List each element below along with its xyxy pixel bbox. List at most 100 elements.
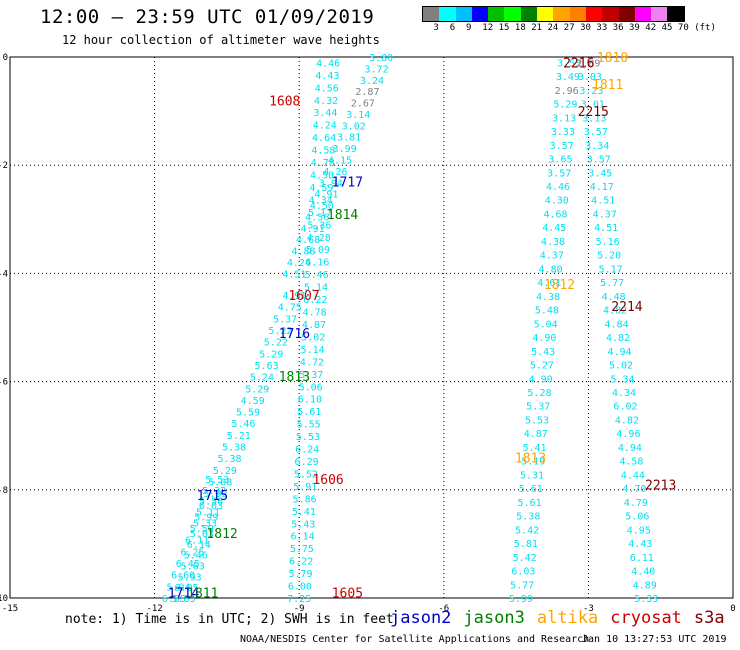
satellite-legend-jason3: jason3 <box>463 608 525 628</box>
wave-height-point: 6.25 <box>180 547 204 558</box>
y-tick-label: -4 <box>0 269 8 279</box>
wave-height-point: 3.57 <box>550 141 574 152</box>
y-tick-label: -2 <box>0 161 8 171</box>
color-scale-label: 15 <box>498 23 510 33</box>
wave-height-point: 6.11 <box>630 553 654 564</box>
wave-height-point: 3.49 <box>556 72 580 83</box>
wave-height-point: 3.23 <box>579 86 603 97</box>
wave-height-point: 6.11 <box>185 536 209 547</box>
wave-height-point: 5.32 <box>202 486 226 497</box>
wave-height-point: 4.56 <box>315 83 339 94</box>
track-time-label: 1715 <box>197 489 228 504</box>
wave-height-point: 4.17 <box>590 182 614 193</box>
footer-timestamp: Jan 10 13:27:53 UTC 2019 <box>582 634 727 645</box>
wave-height-point: 5.14 <box>304 283 328 294</box>
wave-height-point: 6.85 <box>162 594 186 605</box>
wave-height-point: 6.02 <box>613 402 637 413</box>
satellite-legend-altika: altika <box>536 608 599 628</box>
satellite-legend: jason2 jason3 altika cryosat s3a <box>390 608 737 628</box>
wave-height-point: 5.22 <box>264 338 288 349</box>
wave-height-point: 5.06 <box>625 512 649 523</box>
color-scale-label: 45 <box>661 23 673 33</box>
wave-height-point: 5.75 <box>290 544 314 555</box>
color-scale-label: 70 <box>677 23 689 33</box>
wave-height-point: 4.43 <box>315 71 339 82</box>
wave-height-point: 3.72 <box>365 64 389 75</box>
wave-height-point: 4.78 <box>303 308 327 319</box>
track-time-label: 2213 <box>645 478 676 493</box>
wave-height-point: 4.82 <box>615 415 639 426</box>
page-subtitle: 12 hour collection of altimeter wave hei… <box>62 33 380 47</box>
wave-height-point: 4.24 <box>287 258 311 269</box>
wave-height-point: 6.00 <box>288 582 312 593</box>
track-time-label: 1813 <box>515 451 546 466</box>
wave-height-point: 4.51 <box>282 269 306 280</box>
satellite-legend-s3a: s3a <box>693 608 725 628</box>
wave-height-point: 5.38 <box>217 454 241 465</box>
color-scale-swatch <box>520 7 538 21</box>
satellite-legend-cryosat: cryosat <box>610 608 682 628</box>
wave-height-point: 5.61 <box>518 498 542 509</box>
wave-height-point: 4.61 <box>537 278 561 289</box>
wave-height-point: 3.14 <box>346 110 370 121</box>
wave-height-point: 5.55 <box>297 420 321 431</box>
wave-height-point: 5.29 <box>245 384 269 395</box>
wave-height-point: 4.34 <box>612 388 636 399</box>
wave-height-point: 4.82 <box>606 333 630 344</box>
wave-height-point: 4.51 <box>591 196 615 207</box>
wave-height-point: 5.02 <box>609 361 633 372</box>
wave-height-point: 4.68 <box>296 235 320 246</box>
color-scale-swatch <box>569 7 586 21</box>
wave-height-point: 5.04 <box>534 319 558 330</box>
wave-height-point: 5.29 <box>553 100 577 111</box>
wave-height-point: 3.34 <box>585 141 609 152</box>
wave-height-point: 5.81 <box>514 539 538 550</box>
track-time-label: 1717 <box>332 175 363 190</box>
wave-height-point: 4.87 <box>302 320 326 331</box>
color-scale-label: 42 <box>645 23 657 33</box>
wave-height-point: 6.03 <box>199 501 223 512</box>
satellite-legend-jason2: jason2 <box>390 608 452 628</box>
wave-height-point: 5.19 <box>521 457 545 468</box>
wave-height-point: 3.65 <box>548 155 572 166</box>
wave-height-point: 4.91 <box>301 224 325 235</box>
track-time-label: 1813 <box>279 370 310 385</box>
wave-height-point: 4.37 <box>540 251 564 262</box>
wave-height-point: 6.16 <box>305 258 329 269</box>
wave-height-point: 4.84 <box>605 319 629 330</box>
y-tick-label: -6 <box>0 378 8 388</box>
wave-height-point: 4.46 <box>316 58 340 69</box>
wave-height-point: 3.80 <box>369 53 393 64</box>
wave-height-point: 2.67 <box>351 99 375 110</box>
wave-height-point: 4.34 <box>309 195 333 206</box>
color-scale-swatch <box>618 7 635 21</box>
wave-height-point: 3.33 <box>551 127 575 138</box>
color-scale-swatch <box>602 7 619 21</box>
wave-height-point: 4.58 <box>311 146 335 157</box>
wave-height-point: 5.61 <box>519 484 543 495</box>
footer-credit: NOAA/NESDIS Center for Satellite Applica… <box>240 634 590 645</box>
wave-height-point: 5.42 <box>513 553 537 564</box>
wave-height-point: 5.17 <box>599 264 623 275</box>
track-time-label: 1716 <box>279 327 310 342</box>
wave-height-point: 5.46 <box>231 419 255 430</box>
wave-height-point: 4.96 <box>616 429 640 440</box>
wave-height-point: 4.70 <box>622 484 646 495</box>
wave-height-point: 5.63 <box>255 361 279 372</box>
color-scale-swatch <box>423 7 440 21</box>
wave-height-point: 3.81 <box>337 133 361 144</box>
wave-height-point: 6.22 <box>289 557 313 568</box>
wave-height-point: 4.59 <box>241 396 265 407</box>
wave-height-point: 5.09 <box>306 245 330 256</box>
color-scale-label: 33 <box>596 23 608 33</box>
wave-height-point: 6.03 <box>511 567 535 578</box>
wave-height-point: 3.01 <box>581 100 605 111</box>
wave-height-point: 5.77 <box>600 278 624 289</box>
wave-height-point: 6.29 <box>295 457 319 468</box>
wave-height-point: 5.29 <box>213 466 237 477</box>
wave-height-point: 6.22 <box>303 295 327 306</box>
color-scale-label: 24 <box>547 23 559 33</box>
wave-height-point: 5.24 <box>250 373 274 384</box>
color-scale-swatch <box>634 7 652 21</box>
